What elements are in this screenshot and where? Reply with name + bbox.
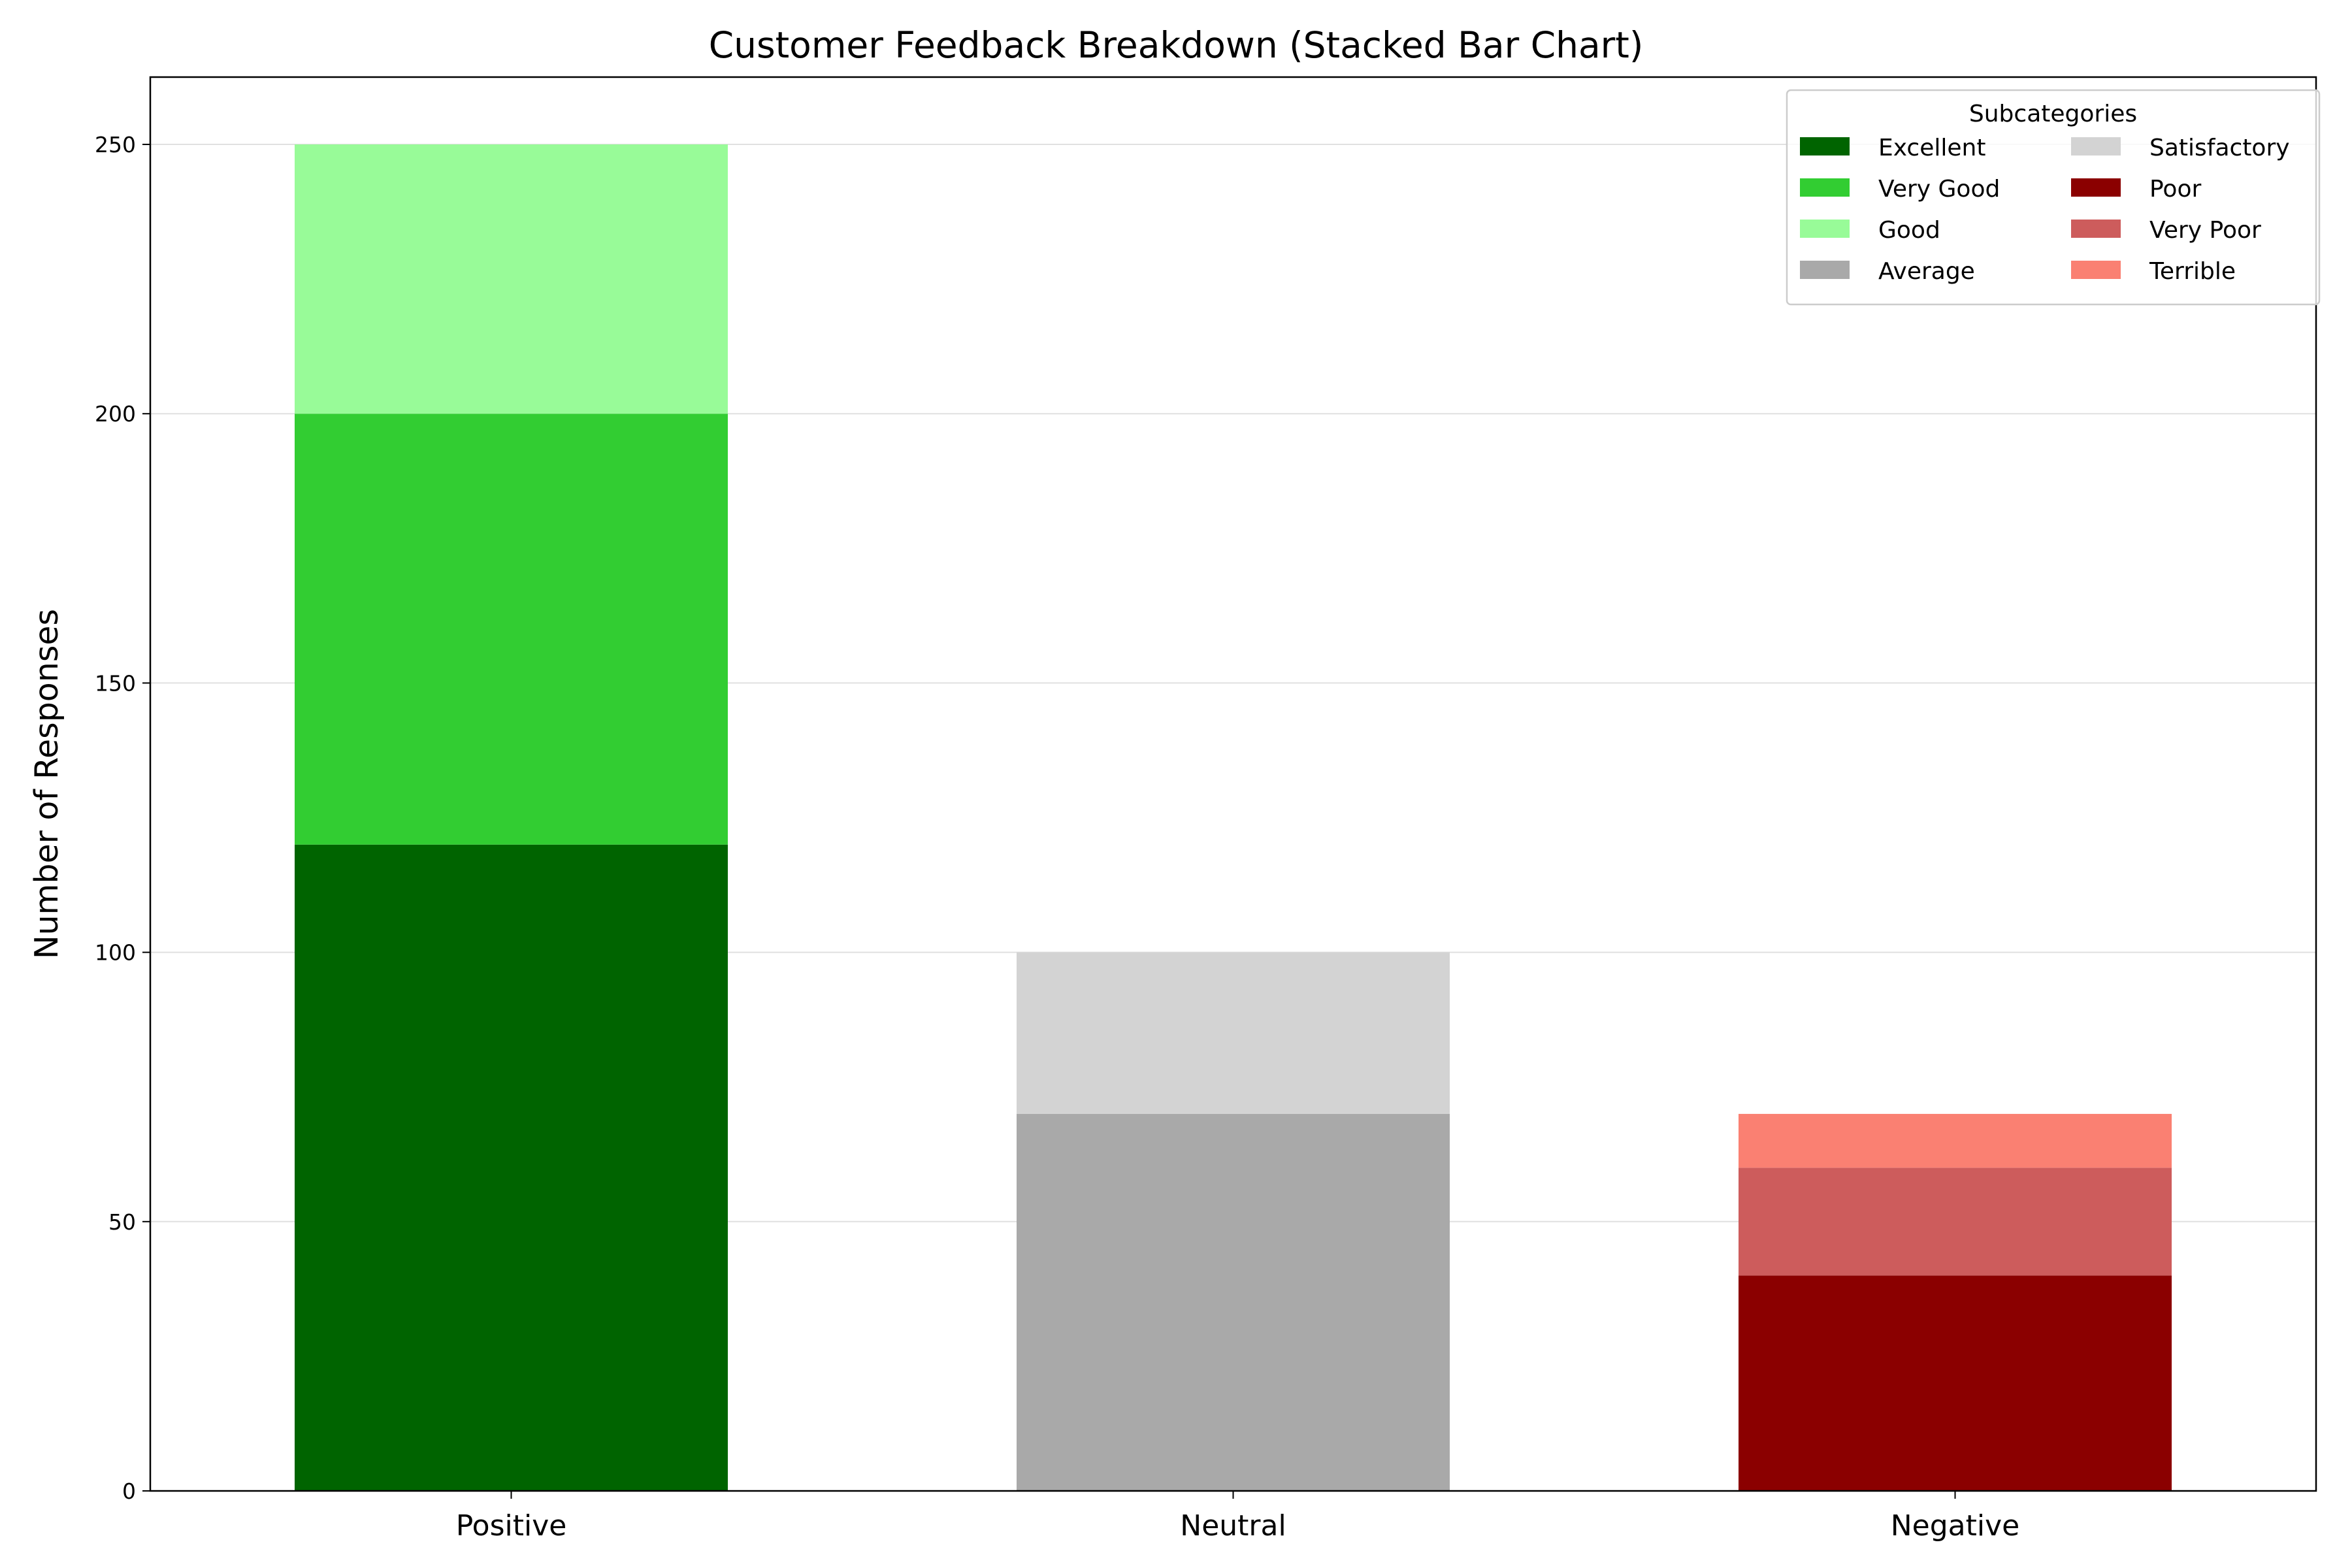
legend-swatch-terrible xyxy=(2071,261,2121,279)
y-tick-label-150: 150 xyxy=(95,670,136,696)
bar-neutral-satisfactory xyxy=(1017,952,1450,1114)
legend-title: Subcategories xyxy=(1969,101,2137,127)
legend-label-satisfactory: Satisfactory xyxy=(2149,135,2290,161)
legend-swatch-good xyxy=(1800,220,1850,238)
y-tick-label-0: 0 xyxy=(122,1478,136,1504)
legend-label-good: Good xyxy=(1878,217,1940,244)
bars xyxy=(295,144,2172,1491)
legend: Subcategories Excellent Very Good Good Aver… xyxy=(1786,89,2321,306)
legend-swatch-satisfactory xyxy=(2071,137,2121,155)
bar-positive-very-good xyxy=(295,414,728,845)
y-tick-label-200: 200 xyxy=(95,401,136,427)
legend-label-terrible: Terrible xyxy=(2149,258,2236,285)
x-tick-label-positive: Positive xyxy=(456,1509,567,1543)
y-tick-label-50: 50 xyxy=(108,1209,136,1235)
legend-label-very-poor: Very Poor xyxy=(2149,217,2261,244)
bar-neutral-average xyxy=(1017,1113,1450,1491)
y-tick-label-100: 100 xyxy=(95,940,136,966)
legend-items: Excellent Very Good Good Average Satisfactor… xyxy=(1800,135,2290,285)
bar-positive-excellent xyxy=(295,844,728,1491)
x-tick-label-neutral: Neutral xyxy=(1180,1509,1286,1543)
legend-swatch-very-poor xyxy=(2071,220,2121,238)
x-tick-label-negative: Negative xyxy=(1891,1509,2019,1543)
legend-label-poor: Poor xyxy=(2149,176,2201,203)
legend-label-average: Average xyxy=(1878,258,1975,285)
legend-label-very-good: Very Good xyxy=(1878,176,2000,203)
bar-positive-good xyxy=(295,144,728,414)
y-tick-label-250: 250 xyxy=(95,132,136,157)
y-axis-label: Number of Responses xyxy=(28,609,65,959)
legend-swatch-average xyxy=(1800,261,1850,279)
bar-negative-terrible xyxy=(1739,1113,2172,1168)
legend-swatch-poor xyxy=(2071,178,2121,197)
y-axis-ticks: 0 50 100 150 200 250 xyxy=(95,132,150,1504)
legend-frame xyxy=(1786,89,2321,306)
bar-negative-very-poor xyxy=(1739,1168,2172,1276)
legend-swatch-excellent xyxy=(1800,137,1850,155)
bar-negative-poor xyxy=(1739,1275,2172,1491)
x-axis-ticks: Positive Neutral Negative xyxy=(456,1491,2019,1543)
chart-title: Customer Feedback Breakdown (Stacked Bar… xyxy=(709,24,1644,66)
legend-label-excellent: Excellent xyxy=(1878,135,1985,161)
legend-swatch-very-good xyxy=(1800,178,1850,197)
